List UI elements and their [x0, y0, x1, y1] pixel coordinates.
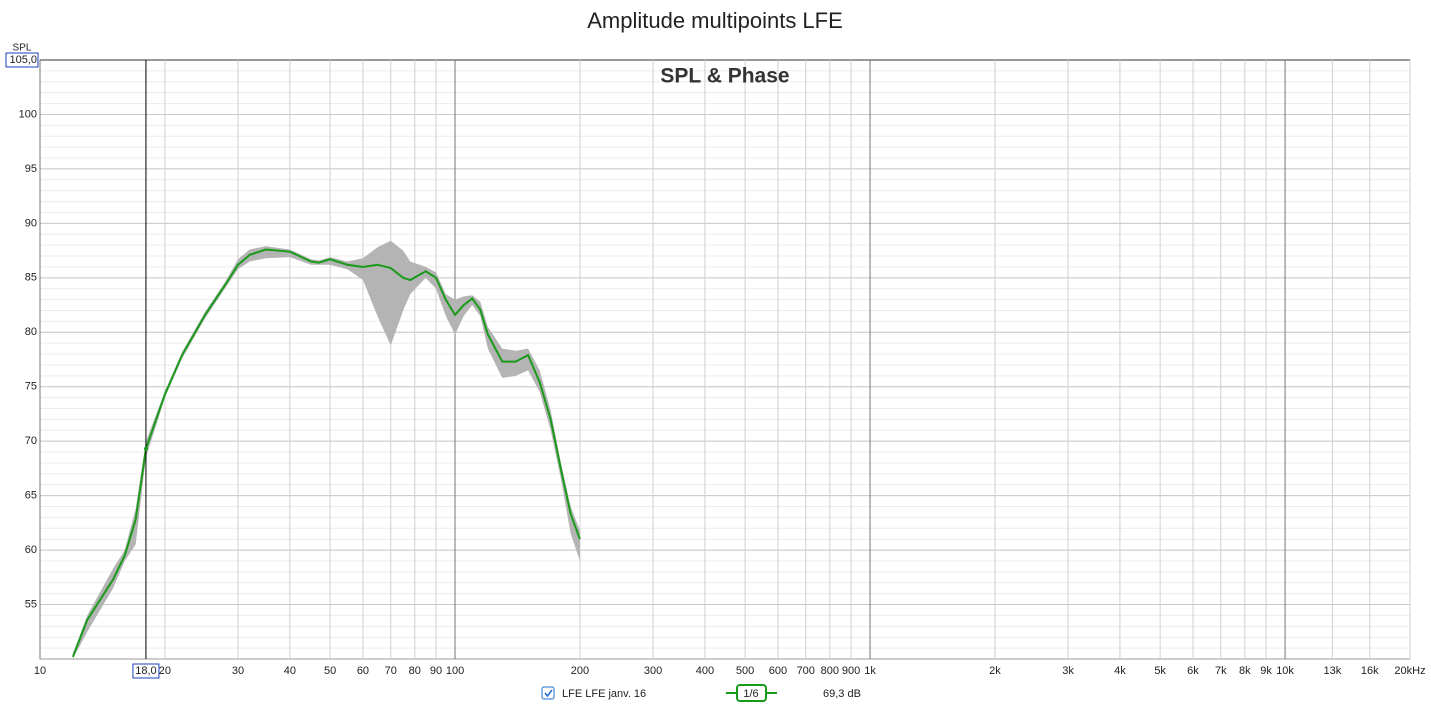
x-tick-label: 7k — [1215, 665, 1227, 677]
y-tick-label: 105,0 — [9, 54, 37, 66]
x-tick-label: 6k — [1187, 665, 1199, 677]
x-tick-label: 20 — [159, 665, 171, 677]
x-tick-label: 700 — [797, 665, 815, 677]
x-tick-label: 100 — [446, 665, 464, 677]
grid — [39, 59, 1411, 660]
x-tick-label: 13k — [1323, 665, 1341, 677]
x-tick-label: 70 — [385, 665, 397, 677]
chart-title: Amplitude multipoints LFE — [587, 8, 843, 33]
y-tick-label: 60 — [25, 544, 37, 556]
chart-subtitle: SPL & Phase — [660, 65, 789, 88]
x-tick-label: 60 — [357, 665, 369, 677]
cursor-x-label: 18,0 — [135, 665, 156, 677]
y-tick-label: 75 — [25, 381, 37, 393]
x-tick-label: 600 — [769, 665, 787, 677]
x-tick-label: 16k — [1361, 665, 1379, 677]
x-tick-label: 900 — [842, 665, 860, 677]
cursor-x-box — [132, 663, 160, 679]
y-axis-label: SPL — [13, 43, 32, 54]
x-tick-label: 300 — [644, 665, 662, 677]
smoothing-box[interactable] — [736, 684, 767, 702]
x-tick-label: 400 — [696, 665, 714, 677]
x-tick-label: 1k — [864, 665, 876, 677]
y-tick-label: 80 — [25, 326, 37, 338]
series-line — [71, 248, 581, 658]
y-tick-label: 70 — [25, 435, 37, 447]
x-tick-label: 2k — [989, 665, 1001, 677]
x-tick-label: 80 — [409, 665, 421, 677]
x-tick-label: 40 — [284, 665, 296, 677]
x-tick-label: 10k — [1276, 665, 1294, 677]
x-tick-label: 8k — [1239, 665, 1251, 677]
legend-entry: LFE LFE janv. 16 — [562, 688, 646, 700]
x-tick-label: 200 — [571, 665, 589, 677]
legend: LFE LFE janv. 16 1/6 69,3 dB — [541, 684, 861, 702]
y-tick-label: 85 — [25, 272, 37, 284]
plot — [71, 60, 581, 659]
cursor-point — [143, 446, 148, 451]
smoothing-label: 1/6 — [743, 688, 758, 700]
plot-frame — [39, 59, 1411, 660]
y-limit-box — [5, 52, 39, 68]
x-tick-label: 3k — [1062, 665, 1074, 677]
x-tick-label: 30 — [232, 665, 244, 677]
x-tick-label: 9k — [1260, 665, 1272, 677]
y-tick-label: 100 — [19, 108, 37, 120]
x-tick-label: 800 — [821, 665, 839, 677]
range-band — [72, 240, 580, 659]
y-tick-label: 55 — [25, 598, 37, 610]
x-tick-label: 500 — [736, 665, 754, 677]
x-tick-label: 4k — [1114, 665, 1126, 677]
x-tick-label: 10 — [34, 665, 46, 677]
x-tick-label: 20kHz — [1394, 665, 1425, 677]
check-mark — [544, 689, 553, 698]
cursor-readout: 69,3 dB — [823, 688, 861, 700]
x-tick-label: 5k — [1154, 665, 1166, 677]
y-tick-label: 90 — [25, 217, 37, 229]
y-tick-label: 65 — [25, 490, 37, 502]
legend-checkbox[interactable] — [541, 686, 555, 700]
x-tick-label: 90 — [430, 665, 442, 677]
x-tick-label: 50 — [324, 665, 336, 677]
y-tick-label: 95 — [25, 163, 37, 175]
